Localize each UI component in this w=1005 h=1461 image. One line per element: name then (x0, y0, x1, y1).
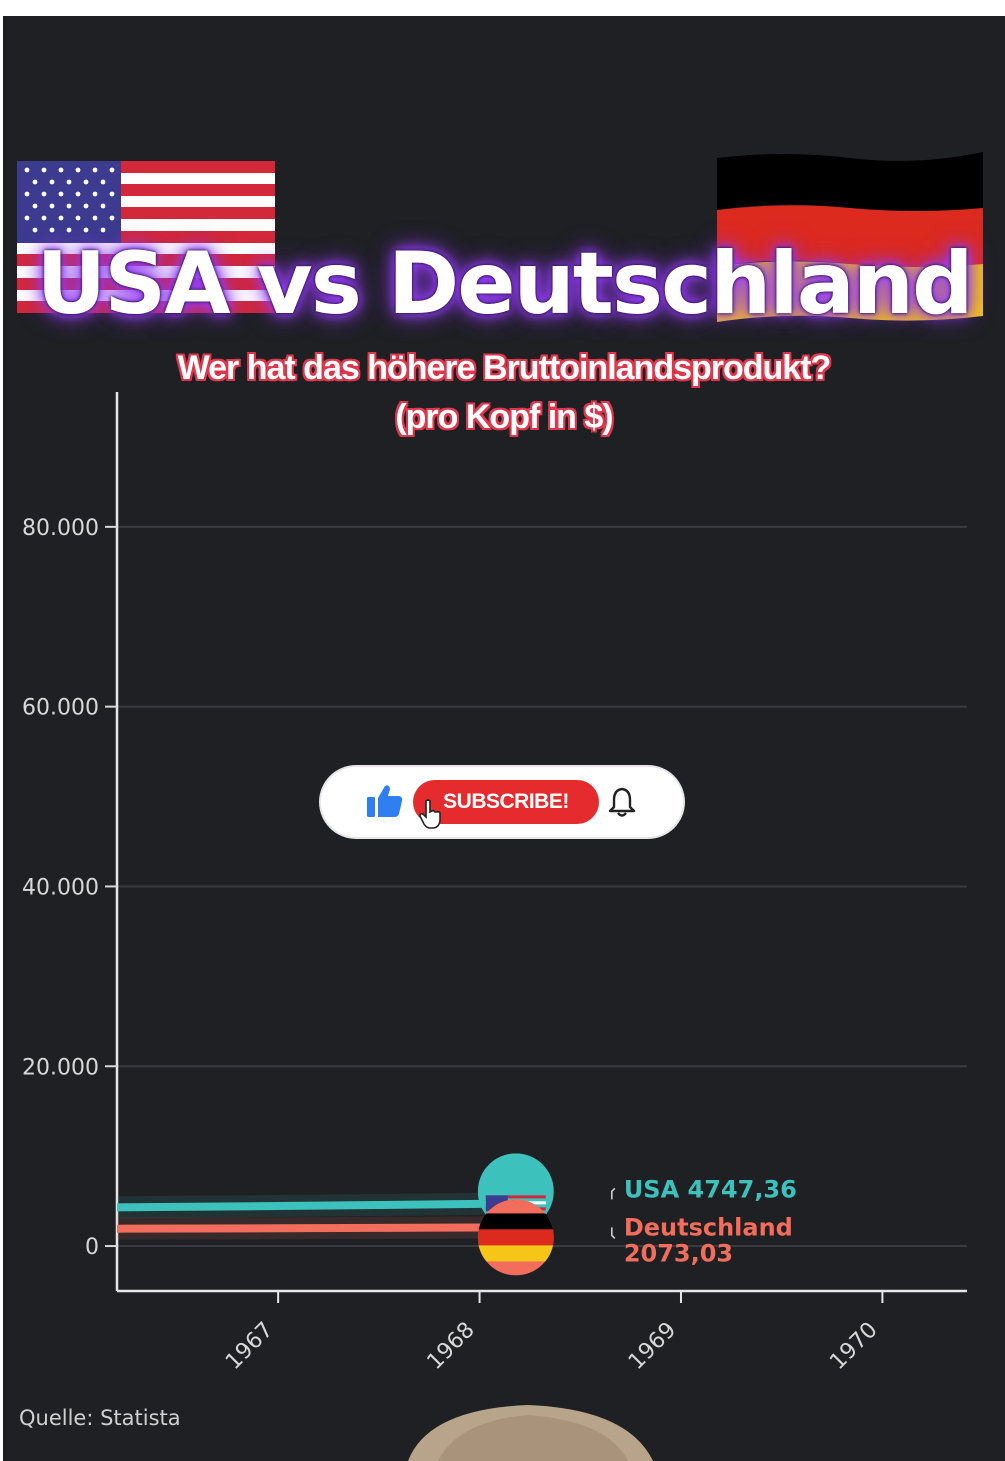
y-tick-label: 0 (85, 1235, 99, 1260)
subscribe-button[interactable]: SUBSCRIBE! (413, 780, 599, 824)
y-axis-ticks: 0 20.000 40.000 60.000 80.000 (22, 516, 117, 1260)
x-tick-label: 1970 (825, 1318, 882, 1375)
x-tick-label: 1967 (221, 1318, 278, 1375)
subscribe-banner[interactable]: SUBSCRIBE! (321, 767, 683, 837)
deutschland-value-label: 2073,03 (624, 1239, 733, 1267)
y-tick-label: 60.000 (22, 696, 99, 721)
y-tick-label: 40.000 (22, 875, 99, 900)
germany-flag-image (717, 152, 983, 322)
label-connector (611, 1227, 616, 1239)
bell-icon[interactable] (608, 786, 636, 818)
video-frame: USA vs Deutschland Wer hat das höhere Br… (3, 16, 1005, 1461)
deutschland-end-marker (477, 1199, 554, 1276)
grid-lines (117, 525, 967, 1248)
usa-line (116, 1199, 516, 1212)
y-tick-label: 80.000 (22, 516, 99, 541)
thumbs-up-icon[interactable] (367, 784, 403, 818)
subtitle-line-1: Wer hat das höhere Bruttoinlandsprodukt? (177, 349, 832, 387)
x-axis-ticks: 1967 1968 1969 1970 (221, 1291, 884, 1375)
page-title: USA vs Deutschland (36, 234, 973, 334)
presenter-head-image (408, 1405, 653, 1461)
source-note: Quelle: Statista (19, 1406, 181, 1430)
usa-flag-image (17, 161, 275, 313)
chart-axes (115, 392, 967, 1293)
x-tick-label: 1968 (423, 1318, 480, 1375)
y-tick-label: 20.000 (22, 1055, 99, 1080)
x-tick-label: 1969 (624, 1318, 681, 1375)
series-markers (477, 1153, 554, 1276)
label-connector (611, 1187, 616, 1200)
series-lines (116, 1192, 516, 1240)
deutschland-name-label: Deutschland (624, 1213, 793, 1241)
deutschland-line (116, 1223, 516, 1233)
hand-cursor-icon (419, 799, 441, 829)
subtitle-line-2: (pro Kopf in $) (395, 398, 613, 436)
usa-value-label: USA 4747,36 (624, 1175, 797, 1203)
